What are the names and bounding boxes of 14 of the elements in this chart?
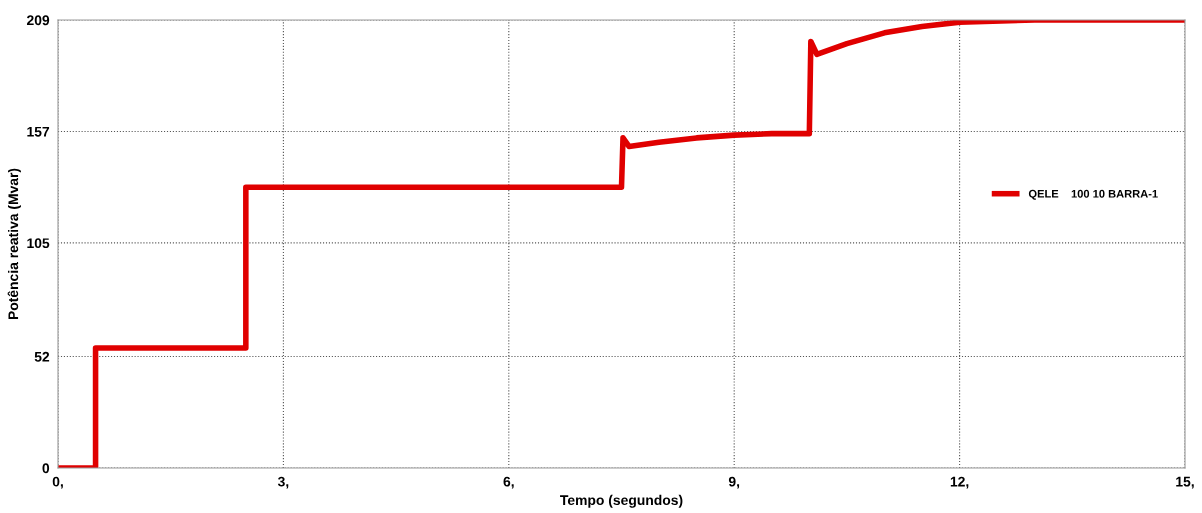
x-tick-label: 15, xyxy=(1176,476,1194,489)
x-tick-label: 0, xyxy=(52,476,63,489)
y-axis-title: Potência reativa (Mvar) xyxy=(7,168,21,320)
x-tick-label: 12, xyxy=(950,476,969,489)
x-axis-title: Tempo (segundos) xyxy=(560,494,683,508)
y-tick-label: 209 xyxy=(26,15,50,26)
y-tick-label: 157 xyxy=(27,126,50,137)
y-tick-label: 0 xyxy=(42,463,50,474)
x-tick-label: 3, xyxy=(277,476,289,489)
x-tick-label: 9, xyxy=(728,476,740,489)
y-tick-label: 52 xyxy=(34,351,50,362)
legend-label: QELE 100 10 BARRA-1 xyxy=(1028,189,1158,200)
y-tick-label: 105 xyxy=(27,238,50,249)
x-tick-label: 6, xyxy=(503,476,514,489)
